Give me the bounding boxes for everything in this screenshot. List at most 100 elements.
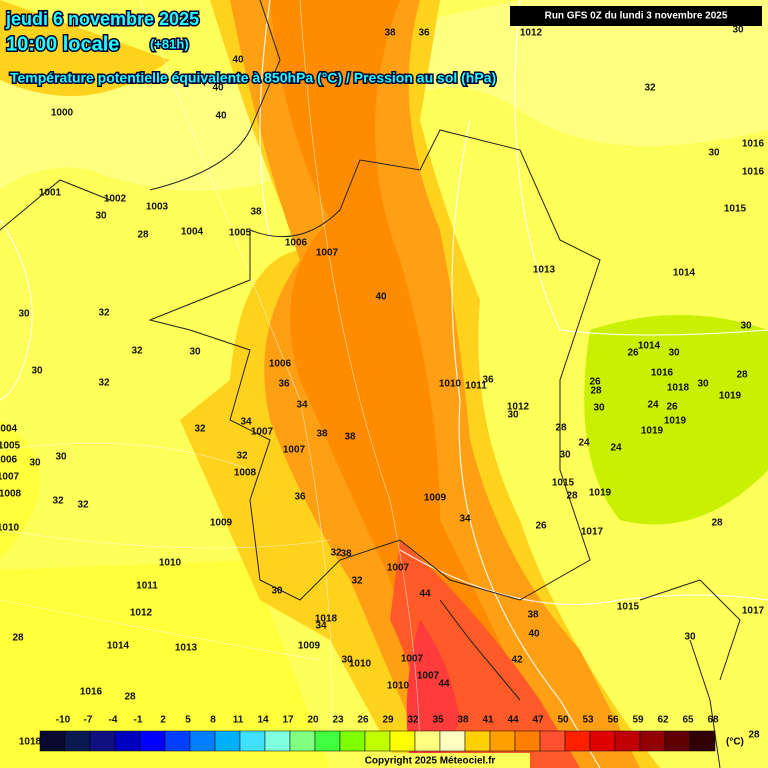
isotherm bbox=[259, 0, 271, 241]
colorbar-swatch bbox=[439, 730, 466, 752]
colorbar-swatch bbox=[464, 730, 491, 752]
colorbar-swatch bbox=[364, 730, 391, 752]
map-label: 40 bbox=[232, 55, 244, 66]
map-label: 1012 bbox=[520, 28, 543, 39]
colorbar-swatch bbox=[664, 730, 691, 752]
map-label: 1017 bbox=[581, 527, 604, 538]
map-label: 1012 bbox=[507, 402, 530, 413]
map-label: 1012 bbox=[130, 608, 153, 619]
isobar bbox=[299, 0, 421, 768]
colorbar-swatch bbox=[114, 730, 141, 752]
map-label: 28 bbox=[137, 230, 149, 241]
map-label: 32 bbox=[77, 500, 89, 511]
run-info: Run GFS 0Z du lundi 3 novembre 2025 bbox=[545, 11, 728, 22]
map-label: 1002 bbox=[104, 194, 127, 205]
map-label: 38 bbox=[340, 549, 352, 560]
map-label: 30 bbox=[708, 148, 720, 159]
colorbar-swatch bbox=[589, 730, 616, 752]
colorbar-label: 59 bbox=[632, 715, 644, 726]
colorbar-label: 35 bbox=[432, 715, 444, 726]
map-label: 28 bbox=[566, 491, 578, 502]
map-label: 36 bbox=[482, 375, 494, 386]
map-label: 38 bbox=[316, 429, 328, 440]
map-label: 1015 bbox=[724, 204, 747, 215]
colorbar-swatch bbox=[89, 730, 116, 752]
colorbar-label: -7 bbox=[84, 715, 93, 726]
map-label: 30 bbox=[189, 347, 201, 358]
map-label: 1007 bbox=[283, 445, 306, 456]
map-label: 1016 bbox=[80, 687, 103, 698]
colorbar-swatch bbox=[289, 730, 316, 752]
map-label: 44 bbox=[438, 679, 450, 690]
map-label: 1004 bbox=[0, 424, 18, 435]
colorbar-label: 47 bbox=[532, 715, 544, 726]
map-label: 36 bbox=[418, 28, 430, 39]
map-label: 28 bbox=[711, 518, 723, 529]
map-label: 26 bbox=[666, 402, 678, 413]
map-label: 1014 bbox=[673, 268, 696, 279]
colorbar-swatch bbox=[414, 730, 441, 752]
colorbar-swatch bbox=[614, 730, 641, 752]
colorbar-label: 8 bbox=[210, 715, 216, 726]
colorbar-label: 65 bbox=[682, 715, 694, 726]
map-label: 32 bbox=[330, 548, 342, 559]
map-label: 1011 bbox=[465, 381, 487, 392]
map-label: 1001 bbox=[39, 188, 62, 199]
map-label: 1018 bbox=[19, 737, 42, 748]
map-label: 1010 bbox=[159, 558, 182, 569]
colorbar-swatch bbox=[564, 730, 591, 752]
map-label: 1015 bbox=[552, 478, 575, 489]
colorbar-label: 38 bbox=[457, 715, 469, 726]
map-label: 1018 bbox=[667, 383, 690, 394]
map-label: 1010 bbox=[0, 523, 20, 534]
map-label: 1010 bbox=[439, 379, 462, 390]
map-label: 1005 bbox=[0, 441, 21, 452]
map-label: 44 bbox=[419, 589, 431, 600]
colorbar-label: 29 bbox=[382, 715, 394, 726]
map-label: 28 bbox=[748, 730, 760, 741]
map-label: 30 bbox=[593, 403, 605, 414]
isobar bbox=[139, 0, 333, 768]
isotherm bbox=[0, 219, 33, 401]
copyright-box bbox=[330, 753, 530, 768]
colorbar-swatch bbox=[639, 730, 666, 752]
map-label: 40 bbox=[375, 292, 387, 303]
map-label: 24 bbox=[647, 400, 659, 411]
hotter-band bbox=[270, 0, 560, 768]
colorbar-swatch bbox=[389, 730, 416, 752]
map-label: 30 bbox=[18, 309, 30, 320]
map-label: 30 bbox=[740, 321, 752, 332]
colorbar-swatch bbox=[189, 730, 216, 752]
map-label: 32 bbox=[98, 308, 110, 319]
map-label: 1006 bbox=[269, 359, 292, 370]
colorbar-swatch bbox=[64, 730, 91, 752]
map-label: 28 bbox=[590, 386, 602, 397]
colorbar-label: 2 bbox=[160, 715, 166, 726]
colorbar-label: 5 bbox=[185, 715, 191, 726]
colorbar-label: -4 bbox=[109, 715, 118, 726]
map-label: 1009 bbox=[424, 493, 447, 504]
map-label: 24 bbox=[610, 443, 622, 454]
colorbar-swatch bbox=[339, 730, 366, 752]
map-label: 1007 bbox=[251, 427, 274, 438]
map-label: 34 bbox=[240, 417, 252, 428]
map-label: 30 bbox=[559, 450, 571, 461]
colorbar-label: 62 bbox=[657, 715, 669, 726]
time-title: 10:00 locale bbox=[6, 33, 119, 55]
map-label: 30 bbox=[668, 348, 680, 359]
map-label: 1008 bbox=[0, 489, 22, 500]
map-label: 1000 bbox=[51, 108, 74, 119]
colorbar: -10 -7 -4 -1 2 5 8 11 14 17 20 23 26 29 32 35 38 41 44 47 50… bbox=[39, 715, 719, 752]
map-label: 1009 bbox=[210, 518, 233, 529]
map-label: 1016 bbox=[742, 139, 765, 150]
map-label: 36 bbox=[278, 379, 290, 390]
map-label: 1007 bbox=[417, 671, 440, 682]
map-label: 30 bbox=[684, 632, 696, 643]
map-label: 1015 bbox=[617, 602, 640, 613]
map-label: 40 bbox=[528, 629, 540, 640]
map-label: 38 bbox=[527, 610, 539, 621]
colorbar-label: 17 bbox=[282, 715, 294, 726]
map-label: 1013 bbox=[175, 643, 198, 654]
colorbar-label: 68 bbox=[707, 715, 719, 726]
map-label: 32 bbox=[52, 496, 64, 507]
